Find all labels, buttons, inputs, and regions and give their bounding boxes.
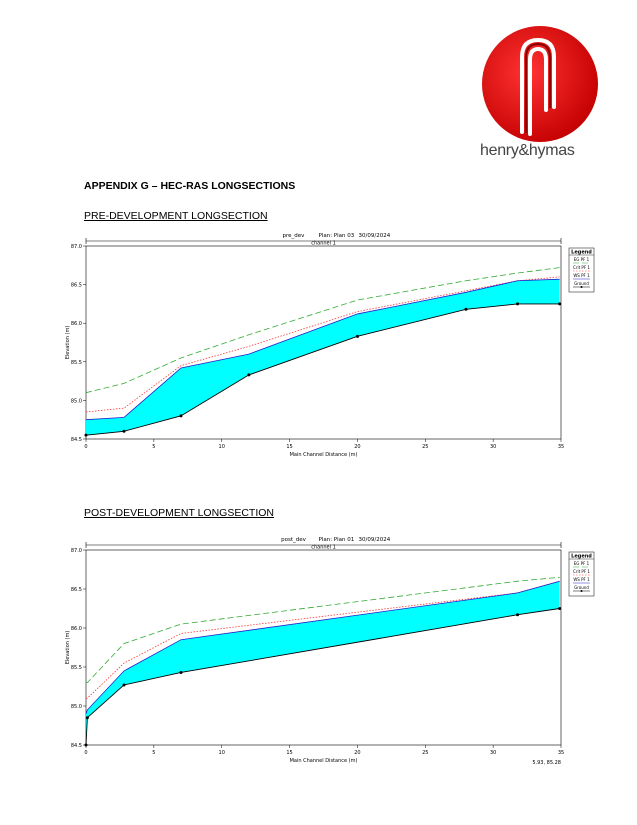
ground-point [516, 302, 520, 306]
x-tick-label: 15 [286, 750, 292, 756]
x-tick-label: 0 [84, 750, 87, 756]
plot-frame [85, 245, 562, 440]
x-axis-label: Main Channel Distance (m) [290, 758, 358, 764]
x-tick-label: 35 [558, 444, 564, 450]
ground-point [84, 743, 88, 747]
y-tick-label: 85.0 [71, 398, 82, 404]
pre-development-title: PRE-DEVELOPMENT LONGSECTION [84, 210, 268, 222]
pre-development-chart: pre_dev Plan: Plan 03 30/09/2024 channel 1 8… [65, 233, 595, 458]
chart-header-date: 30/09/2024 [359, 233, 391, 239]
ground-point [247, 373, 251, 377]
x-tick-label: 5 [152, 444, 155, 450]
water-fill-area [86, 279, 560, 436]
x-tick-label: 0 [84, 444, 87, 450]
legend-entry-marker [580, 286, 583, 288]
x-tick-label: 10 [219, 444, 225, 450]
y-tick-label: 86.5 [71, 587, 82, 593]
ground-point [85, 716, 89, 720]
legend-title: Legend [571, 554, 592, 560]
ground-point [355, 334, 359, 338]
legend-title: Legend [571, 250, 592, 256]
legend-entry-label: Crit PF 1 [573, 265, 590, 270]
henry-hymas-logo-icon [482, 26, 598, 142]
plot-frame [85, 549, 562, 746]
legend-box [568, 247, 595, 293]
x-tick-label: 10 [219, 750, 225, 756]
x-tick-label: 20 [354, 444, 360, 450]
legend-box [568, 551, 595, 597]
series-line-eg-pf-1 [85, 267, 560, 394]
ground-point [122, 429, 126, 433]
x-axis-label: Main Channel Distance (m) [290, 452, 358, 458]
appendix-heading: APPENDIX G – HEC-RAS LONGSECTIONS [84, 180, 296, 192]
x-tick-label: 30 [490, 750, 496, 756]
y-tick-label: 87.0 [71, 548, 82, 554]
series-line-ground [85, 608, 560, 746]
post-development-title: POST-DEVELOPMENT LONGSECTION [84, 507, 275, 519]
series-line-ws-pf-1 [85, 580, 560, 714]
ground-point [558, 302, 562, 306]
post-development-chart: post_dev Plan: Plan 01 30/09/2024 channel 1… [65, 537, 595, 766]
y-axis-label: Elevation (m) [65, 326, 71, 360]
chart-header-plan-name: pre_dev [283, 233, 306, 239]
legend-entry-label: EG PF 1 [574, 561, 590, 566]
y-tick-label: 85.5 [71, 360, 82, 366]
ground-point [122, 683, 126, 687]
y-tick-label: 86.5 [71, 283, 82, 289]
cursor-coordinate-readout: 5.93, 85.28 [532, 760, 561, 766]
ground-point [179, 670, 183, 674]
series-line-ground [85, 303, 560, 436]
ground-point [558, 607, 562, 610]
series-line-eg-pf-1 [86, 576, 560, 684]
y-tick-label: 85.0 [71, 704, 82, 710]
legend-entry-label: Ground [574, 281, 589, 286]
legend-entry-label: WS PF 1 [573, 273, 590, 278]
legend-entry-label: Ground [574, 585, 589, 590]
chart-header-date: 30/09/2024 [359, 537, 391, 543]
channel-label: channel 1 [311, 241, 336, 247]
x-tick-label: 15 [286, 444, 292, 450]
y-tick-label: 86.0 [71, 321, 82, 327]
legend-entry-label: Crit PF 1 [573, 569, 590, 574]
chart-header-plan: Plan: Plan 01 [319, 537, 355, 543]
x-tick-label: 5 [152, 750, 155, 756]
legend-entry-marker [580, 590, 583, 592]
x-tick-label: 30 [490, 444, 496, 450]
y-tick-label: 84.5 [71, 437, 82, 443]
x-tick-label: 25 [422, 750, 428, 756]
brand-wordmark: henry&hymas [480, 142, 575, 159]
y-tick-label: 86.0 [71, 626, 82, 632]
x-tick-label: 20 [354, 750, 360, 756]
legend-entry-label: WS PF 1 [573, 577, 590, 582]
chart-header-plan-name: post_dev [281, 537, 307, 543]
ground-point [464, 307, 468, 311]
water-fill-area [86, 581, 560, 745]
y-tick-label: 85.5 [71, 665, 82, 671]
y-tick-label: 84.5 [71, 743, 82, 749]
chart-header-plan: Plan: Plan 03 [319, 233, 355, 239]
ground-point [516, 613, 520, 617]
legend-entry-label: EG PF 1 [574, 257, 590, 262]
x-tick-label: 35 [558, 750, 564, 756]
y-axis-label: Elevation (m) [65, 631, 71, 665]
x-tick-label: 25 [422, 444, 428, 450]
channel-label: channel 1 [311, 545, 336, 551]
series-line-ws-pf-1 [85, 278, 560, 421]
ground-point [179, 414, 183, 418]
y-tick-label: 87.0 [71, 244, 82, 250]
ground-point [84, 433, 88, 437]
